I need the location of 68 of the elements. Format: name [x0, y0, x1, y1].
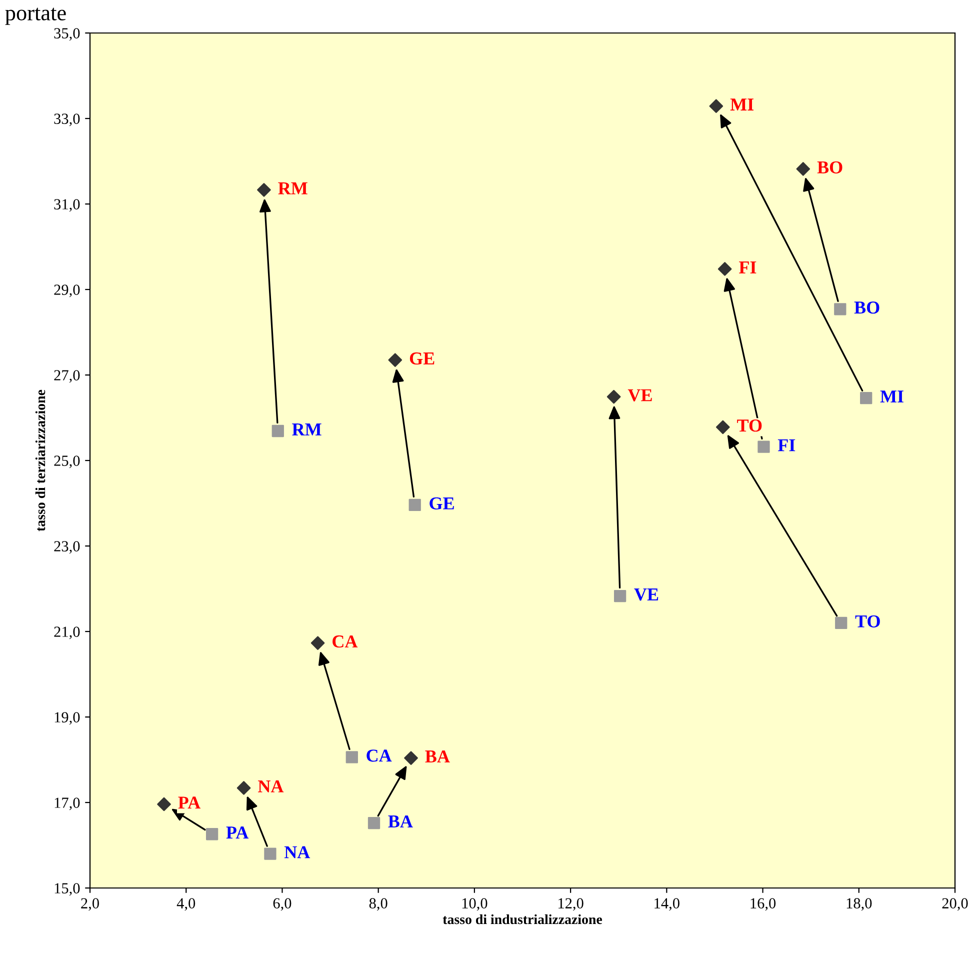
annotation: MI: [880, 390, 904, 402]
point: [264, 848, 276, 860]
annotation: BA: [425, 750, 450, 762]
annotation: VE: [634, 588, 658, 601]
y-tick-label: 25,0: [54, 456, 80, 468]
x-tick-label: 6,0: [273, 898, 292, 911]
y-axis-title: tasso di terziarizzazione: [35, 390, 46, 532]
point: [368, 816, 380, 830]
x-tick-label: 12,0: [558, 898, 584, 911]
point: [157, 797, 171, 812]
point: [860, 392, 872, 404]
x-tick-label: 4,0: [176, 898, 196, 911]
annotation: RM: [292, 424, 322, 436]
point: [388, 353, 402, 367]
point: [718, 262, 732, 276]
y-tick-label: 15,0: [54, 883, 80, 896]
text: portate: [5, 8, 66, 25]
annotation: FI: [739, 262, 756, 274]
annotation: VE: [628, 389, 652, 402]
y-tick-label: 21,0: [54, 626, 80, 640]
y-tick-label: 31,0: [54, 199, 80, 212]
annotation: GE: [430, 497, 454, 510]
point: [835, 616, 848, 630]
x-tick-label: 8,0: [369, 898, 388, 911]
x-axis-title: tasso di industrializzazione: [442, 914, 602, 924]
y-tick-label: 35,0: [54, 28, 80, 41]
point: [408, 498, 421, 512]
point: [606, 390, 621, 404]
point: [206, 828, 218, 840]
point: [614, 590, 626, 602]
annotation: BA: [388, 815, 413, 828]
annotation: TO: [855, 615, 880, 628]
point: [404, 751, 418, 765]
point: [758, 440, 770, 453]
annotation: RM: [278, 182, 308, 194]
point: [272, 424, 284, 438]
annotation: MI: [730, 98, 754, 110]
y-tick-label: 19,0: [54, 712, 80, 725]
annotation: GE: [410, 352, 434, 365]
annotation: BO: [817, 161, 842, 174]
point: [796, 162, 810, 176]
y-tick-label: 17,0: [54, 798, 80, 810]
annotation: CA: [366, 750, 392, 762]
point: [834, 303, 846, 316]
annotation: NA: [284, 846, 310, 858]
annotation: PA: [178, 796, 200, 809]
x-tick-label: 10,0: [462, 898, 488, 911]
annotation: TO: [737, 420, 762, 432]
x-tick-label: 14,0: [654, 898, 680, 911]
y-tick-label: 23,0: [54, 541, 80, 554]
x-tick-label: 2,0: [81, 898, 99, 911]
point: [257, 182, 271, 197]
annotation: PA: [226, 826, 249, 838]
annotation: CA: [332, 635, 358, 648]
y-tick-label: 29,0: [54, 284, 80, 298]
x-tick-label: 16,0: [750, 898, 776, 911]
point: [310, 636, 325, 650]
point: [346, 751, 358, 764]
annotation: FI: [778, 439, 796, 452]
y-tick-label: 27,0: [54, 370, 80, 383]
annotation: NA: [258, 780, 284, 792]
x-tick-label: 20,0: [942, 898, 968, 911]
point: [236, 781, 251, 795]
y-tick-label: 33,0: [54, 114, 80, 126]
annotation: BO: [854, 302, 880, 314]
point: [709, 99, 724, 114]
x-tick-label: 18,0: [846, 898, 872, 911]
point: [716, 420, 730, 434]
